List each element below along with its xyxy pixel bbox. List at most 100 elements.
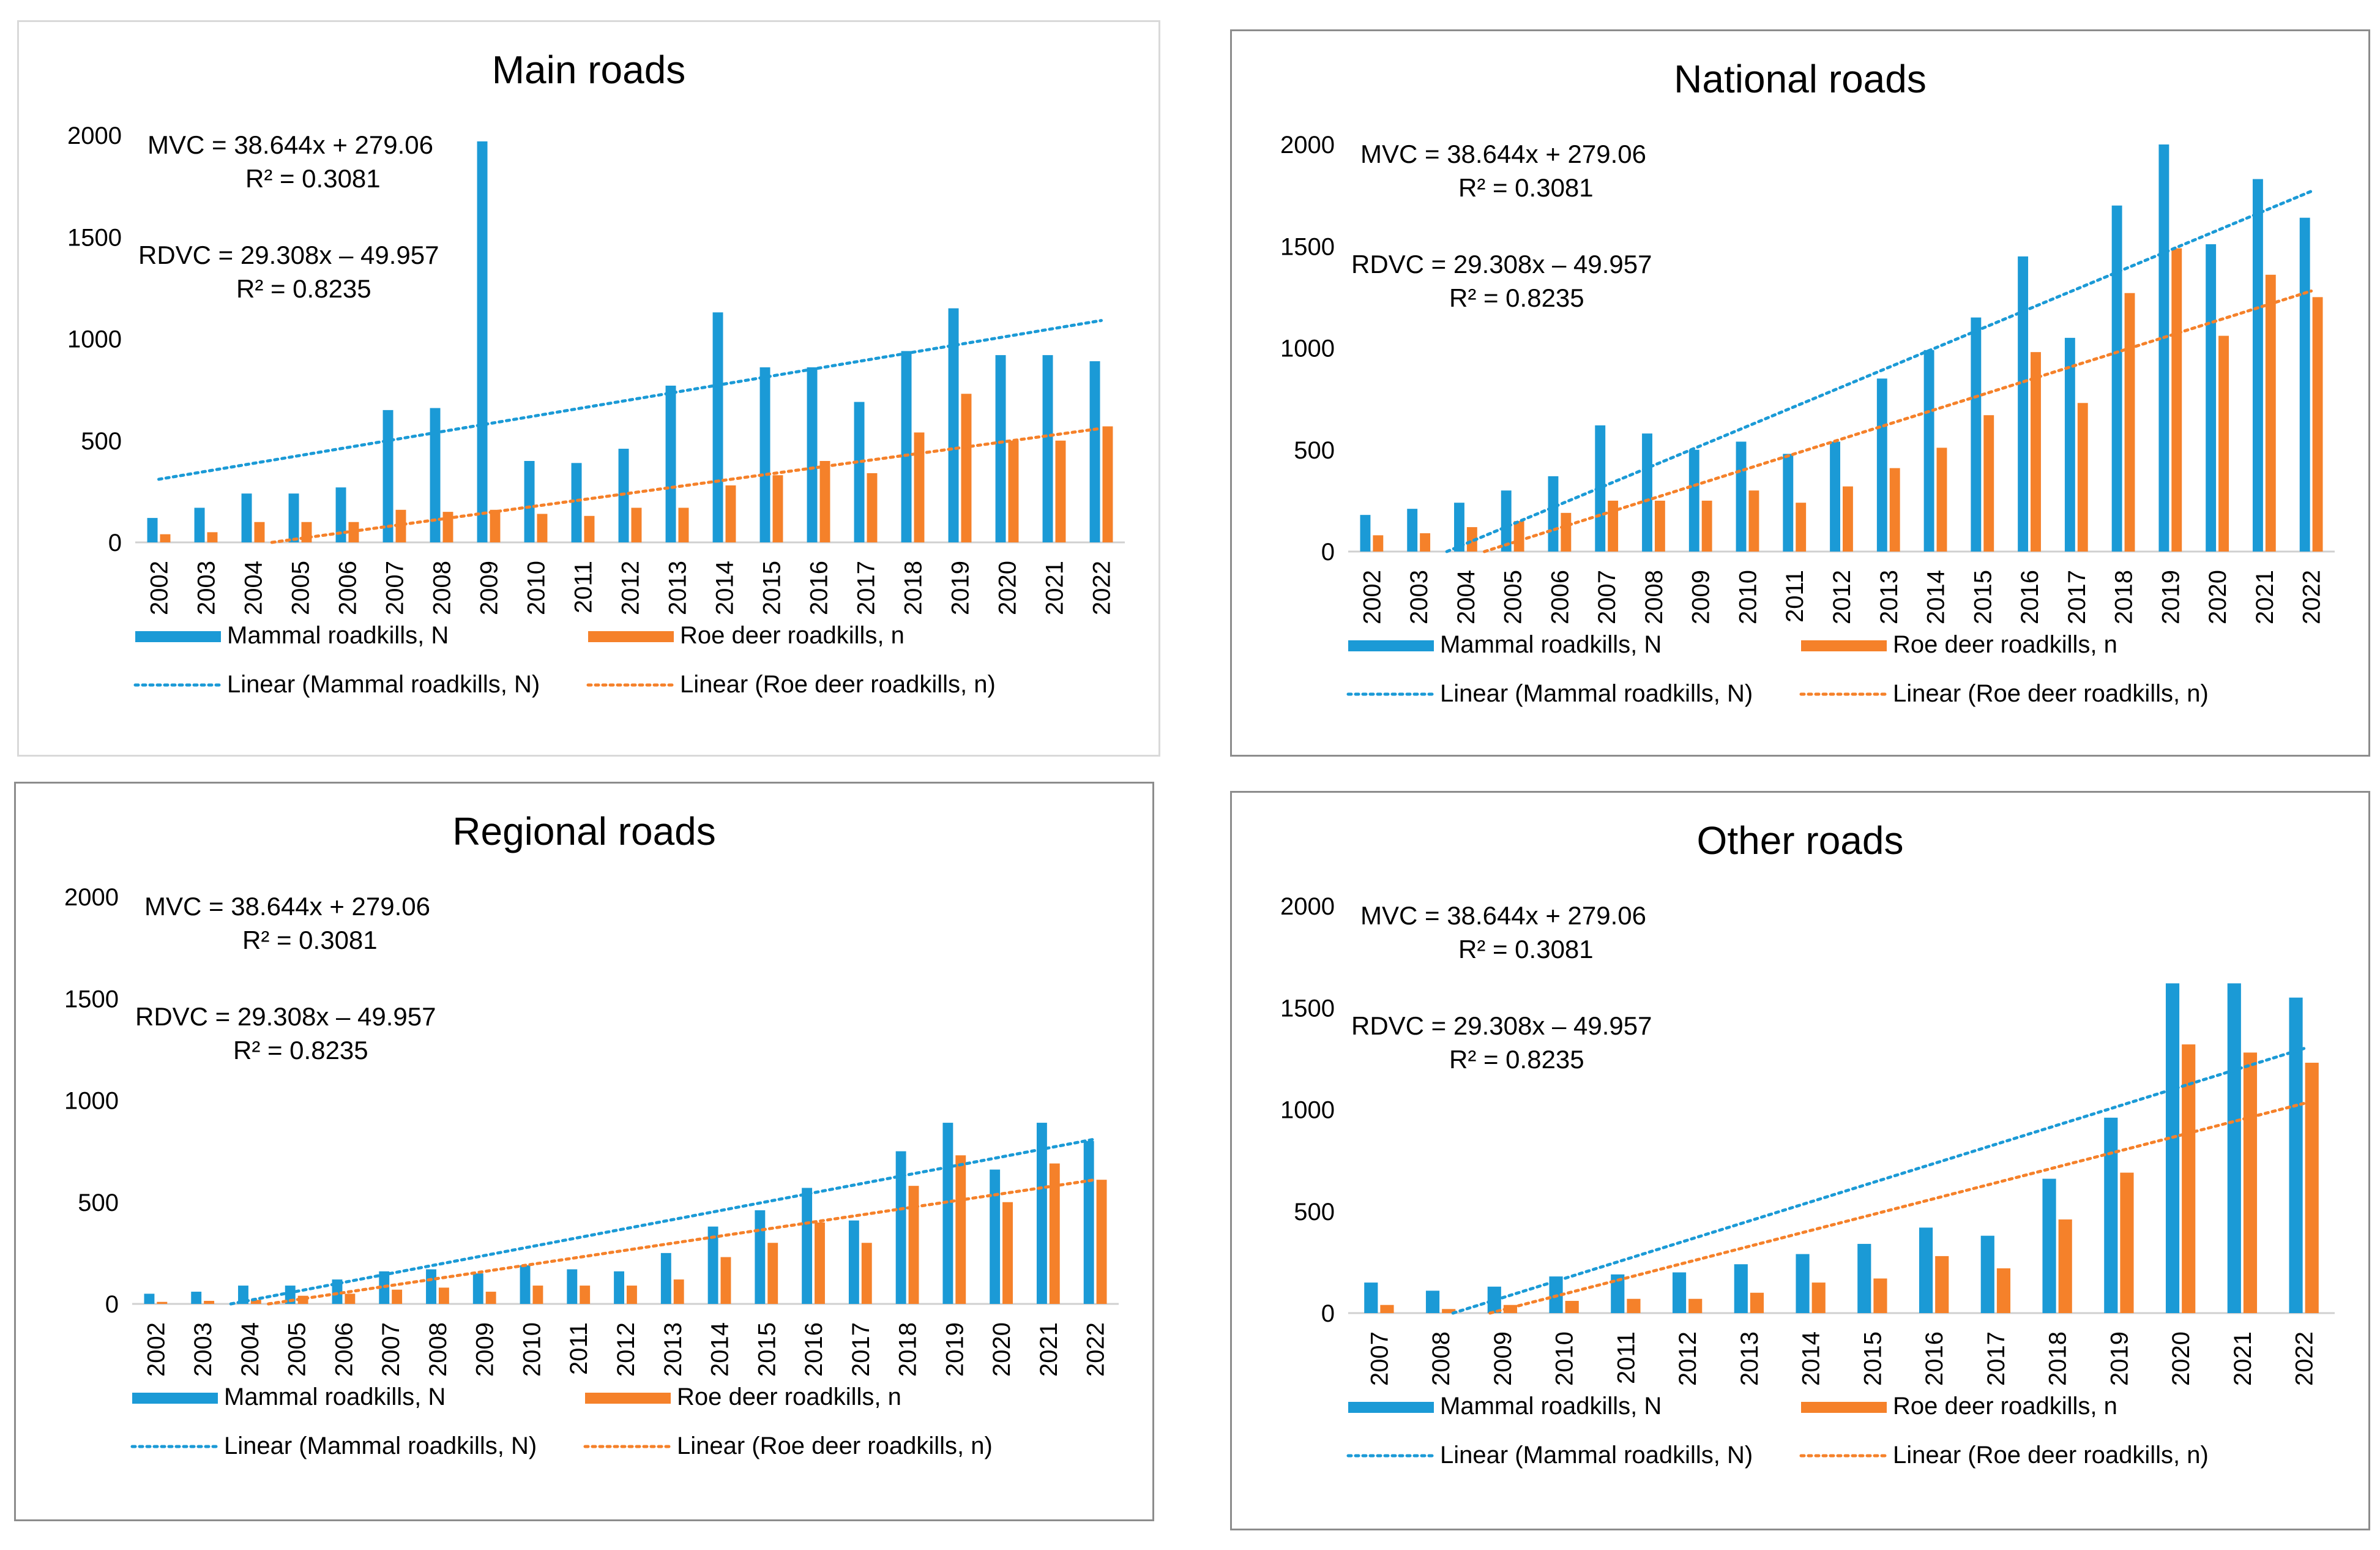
x-tick-label: 2020 (988, 1322, 1015, 1377)
equation-rdvc-r2: R² = 0.8235 (1449, 1045, 1584, 1074)
bar-roe-deer (2171, 248, 2182, 552)
bar-mammal (1796, 1254, 1810, 1313)
x-tick-label: 2004 (1453, 570, 1480, 624)
bar-roe-deer (2182, 1044, 2196, 1313)
x-tick-label: 2015 (753, 1322, 780, 1377)
equation-rdvc-r2: R² = 0.8235 (1449, 283, 1584, 312)
chart-title: National roads (1674, 57, 1927, 101)
legend-swatch-roe-deer (1801, 1402, 1887, 1413)
legend-label-roe-deer-trend: Linear (Roe deer roadkills, n) (1893, 680, 2209, 707)
x-tick-label: 2017 (1983, 1331, 2010, 1386)
legend-label-roe-deer: Roe deer roadkills, n (680, 622, 905, 649)
legend-label-roe-deer: Roe deer roadkills, n (1893, 1393, 2117, 1420)
y-tick-label: 1000 (1280, 335, 1335, 362)
bar-mammal (571, 463, 582, 542)
bar-mammal (2165, 983, 2180, 1313)
legend-label-roe-deer: Roe deer roadkills, n (1893, 631, 2117, 658)
x-tick-label: 2017 (853, 561, 880, 615)
equation-rdvc: RDVC = 29.308x – 49.957 (138, 241, 439, 269)
bar-roe-deer (1102, 426, 1113, 542)
equation-mvc-r2: R² = 0.3081 (1458, 173, 1594, 202)
x-tick-label: 2021 (1042, 561, 1069, 615)
x-tick-label: 2013 (660, 1322, 687, 1377)
x-tick-label: 2004 (237, 1322, 264, 1377)
bar-roe-deer (1627, 1298, 1641, 1313)
bar-mammal (759, 367, 770, 542)
legend-label-mammal: Mammal roadkills, N (227, 622, 449, 649)
bar-mammal (1364, 1282, 1378, 1313)
bar-mammal (1501, 490, 1512, 552)
bar-mammal (1783, 454, 1794, 552)
bar-roe-deer (908, 1186, 919, 1304)
bar-roe-deer (673, 1279, 684, 1304)
bar-mammal (2042, 1178, 2056, 1313)
legend-label-mammal: Mammal roadkills, N (1440, 1393, 1662, 1420)
x-tick-label: 2005 (284, 1322, 311, 1377)
equation-mvc-r2: R² = 0.3081 (1458, 935, 1594, 964)
bar-mammal (2206, 244, 2217, 552)
x-tick-label: 2010 (518, 1322, 545, 1377)
bar-mammal (1734, 1264, 1748, 1313)
x-tick-label: 2010 (1551, 1331, 1578, 1386)
y-tick-label: 1000 (1280, 1097, 1335, 1124)
x-tick-label: 2008 (1641, 570, 1668, 624)
bar-mammal (707, 1226, 718, 1304)
equation-mvc: MVC = 38.644x + 279.06 (1360, 140, 1646, 168)
bar-roe-deer (1002, 1202, 1013, 1304)
bar-mammal (194, 507, 205, 542)
x-tick-label: 2008 (425, 1322, 452, 1377)
x-tick-label: 2011 (1613, 1331, 1640, 1384)
bar-roe-deer (580, 1286, 591, 1304)
x-tick-label: 2005 (288, 561, 315, 615)
bar-mammal (382, 410, 394, 542)
bar-roe-deer (1055, 440, 1066, 542)
x-tick-label: 2010 (1734, 570, 1761, 624)
x-tick-label: 2020 (994, 561, 1021, 615)
bar-mammal (472, 1273, 483, 1304)
bar-mammal (1425, 1290, 1440, 1313)
equation-rdvc-r2: R² = 0.8235 (236, 274, 371, 303)
x-tick-label: 2006 (330, 1322, 357, 1377)
legend-swatch-mammal (1348, 1402, 1434, 1413)
chart-national-roads: National roads 0 500 1000 1500 2000 2002 2003 20… (1280, 57, 2335, 707)
chart-title: Other roads (1697, 818, 1904, 863)
legend-swatch-roe-deer (585, 1393, 671, 1404)
bar-mammal (2158, 144, 2169, 552)
x-tick-label: 2013 (1876, 570, 1903, 624)
bar-roe-deer (2265, 274, 2276, 552)
x-tick-label: 2009 (1490, 1331, 1516, 1386)
bar-roe-deer (2077, 403, 2088, 552)
x-tick-label: 2015 (1969, 570, 1996, 624)
bar-roe-deer (485, 1292, 496, 1304)
x-tick-label: 2022 (2291, 1331, 2318, 1386)
bar-roe-deer (1811, 1282, 1826, 1313)
bar-roe-deer (1561, 512, 1572, 552)
bar-mammal (712, 312, 723, 542)
bar-mammal (426, 1269, 436, 1304)
legend-swatch-mammal (1348, 640, 1434, 651)
bar-mammal (144, 1294, 155, 1304)
x-tick-label: 2004 (241, 561, 267, 615)
bar-roe-deer (767, 1243, 778, 1304)
y-tick-label: 2000 (67, 122, 122, 149)
x-tick-label: 2006 (1546, 570, 1573, 624)
bar-mammal (2104, 1117, 2118, 1313)
equation-mvc: MVC = 38.644x + 279.06 (147, 130, 433, 159)
x-tick-label: 2011 (565, 1322, 592, 1375)
x-tick-label: 2007 (378, 1322, 405, 1377)
legend-label-roe-deer-trend: Linear (Roe deer roadkills, n) (680, 671, 996, 698)
bar-mammal (854, 402, 865, 542)
equation-mvc-r2: R² = 0.3081 (242, 926, 378, 954)
bar-mammal (660, 1252, 671, 1304)
bar-mammal (1042, 355, 1053, 542)
bar-mammal (2289, 997, 2303, 1313)
bar-mammal (1611, 1274, 1625, 1313)
bar-roe-deer (725, 485, 736, 542)
bar-roe-deer (1701, 500, 1712, 552)
x-tick-label: 2014 (1798, 1331, 1825, 1386)
x-tick-label: 2014 (1923, 570, 1950, 624)
bar-mammal (191, 1292, 202, 1304)
bar-mammal (2252, 179, 2263, 552)
bar-roe-deer (1935, 1256, 1949, 1313)
bar-roe-deer (1796, 503, 1807, 552)
